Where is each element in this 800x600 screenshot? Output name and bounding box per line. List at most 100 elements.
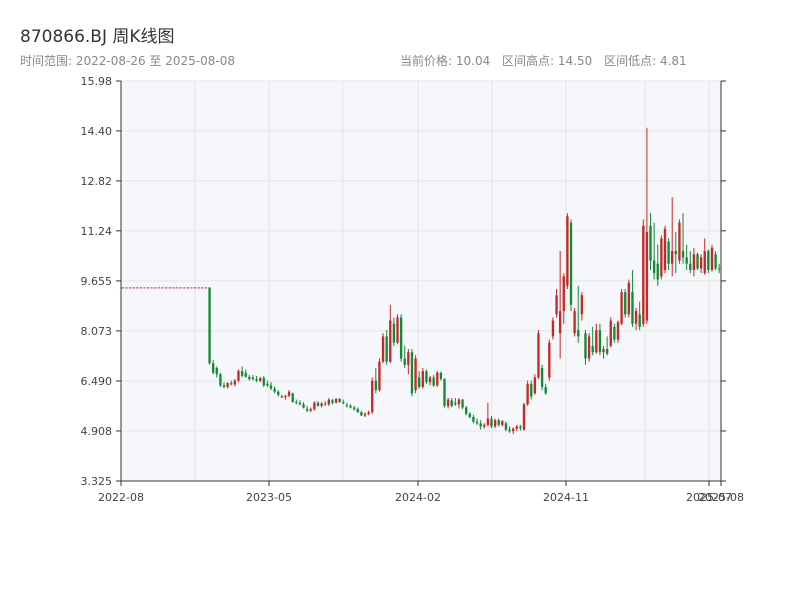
candle-body	[667, 241, 670, 264]
candle-body	[468, 413, 471, 417]
candle-body	[475, 421, 479, 424]
candle-body	[410, 352, 414, 394]
chart-title: 870866.BJ 周K线图	[20, 27, 175, 47]
candle-body	[302, 404, 305, 408]
candle-body	[649, 225, 652, 261]
candle-body	[497, 420, 500, 425]
candle	[714, 251, 717, 271]
candle	[215, 366, 218, 378]
candle	[230, 380, 233, 386]
candle-body	[519, 426, 522, 429]
candle	[291, 392, 294, 403]
candle-body	[193, 287, 197, 289]
candle	[371, 377, 374, 414]
candle	[508, 426, 511, 433]
candle-body	[642, 225, 645, 324]
candle-body	[573, 311, 576, 334]
candle-body	[493, 420, 497, 427]
candle	[577, 285, 580, 343]
candle-body	[201, 287, 204, 289]
candle	[313, 401, 316, 411]
candle	[533, 374, 537, 395]
candle-body	[396, 317, 399, 343]
candle-body	[295, 402, 298, 404]
x-tick-label: 2024-11	[543, 491, 589, 504]
candle-body	[555, 295, 558, 315]
candle-body	[360, 412, 363, 416]
candle-body	[450, 400, 453, 406]
candle	[526, 380, 529, 406]
candle-body	[613, 326, 616, 340]
candle-body	[457, 399, 461, 405]
candle-body	[342, 402, 345, 404]
candle	[718, 263, 721, 274]
candle	[465, 405, 468, 416]
candle	[269, 382, 273, 391]
candle	[266, 380, 269, 387]
candle	[338, 398, 341, 403]
candle	[490, 416, 493, 429]
candle	[598, 323, 602, 356]
candle-body	[580, 295, 584, 315]
candle-body	[605, 349, 609, 354]
candle-body	[530, 383, 533, 397]
candle	[367, 410, 370, 416]
candle-body	[656, 263, 659, 280]
candle	[479, 420, 482, 430]
candle	[244, 369, 247, 378]
candle-body	[501, 421, 504, 425]
candle	[591, 326, 594, 356]
candle	[201, 287, 204, 289]
candle	[642, 219, 645, 327]
candle	[287, 390, 291, 398]
candle-body	[421, 371, 424, 387]
y-tick-label: 14.40	[81, 125, 113, 138]
candle	[638, 301, 641, 331]
candle	[168, 287, 171, 289]
candle-body	[522, 404, 526, 430]
candle-body	[371, 380, 374, 413]
candle	[349, 404, 352, 409]
candle	[660, 235, 663, 280]
candle-body	[403, 358, 406, 365]
candle	[143, 287, 146, 289]
candle	[620, 288, 623, 326]
x-tick-label: 2025-07	[686, 491, 732, 504]
candle-body	[363, 413, 367, 416]
candle	[605, 336, 609, 356]
candle	[396, 314, 399, 345]
candle-body	[248, 376, 251, 380]
candle-body	[595, 330, 598, 353]
candle-body	[222, 385, 226, 387]
candle	[685, 244, 688, 271]
candle	[273, 386, 276, 394]
candle-body	[472, 416, 475, 422]
candle	[497, 418, 500, 427]
candle	[681, 213, 685, 264]
candle-body	[356, 409, 359, 413]
candle-body	[237, 371, 240, 381]
candle-body	[287, 391, 291, 396]
candle	[707, 249, 710, 274]
candle	[389, 304, 392, 364]
candle-body	[128, 287, 132, 289]
candle	[584, 330, 587, 365]
candle-body	[324, 403, 327, 405]
y-tick-label: 8.073	[81, 325, 113, 338]
candle	[439, 371, 443, 381]
candle-body	[624, 292, 627, 315]
candle-body	[562, 276, 565, 312]
candle	[703, 238, 706, 275]
candle	[671, 197, 674, 277]
candle-body	[515, 426, 518, 429]
candle-body	[486, 418, 490, 425]
candle	[710, 244, 714, 272]
candle-body	[652, 260, 656, 274]
candle	[262, 375, 265, 387]
candle	[558, 251, 562, 359]
candle-body	[511, 428, 515, 432]
candle-body	[125, 287, 128, 289]
x-tick-label: 2023-05	[246, 491, 292, 504]
candle-body	[587, 336, 591, 359]
candle	[472, 414, 475, 424]
